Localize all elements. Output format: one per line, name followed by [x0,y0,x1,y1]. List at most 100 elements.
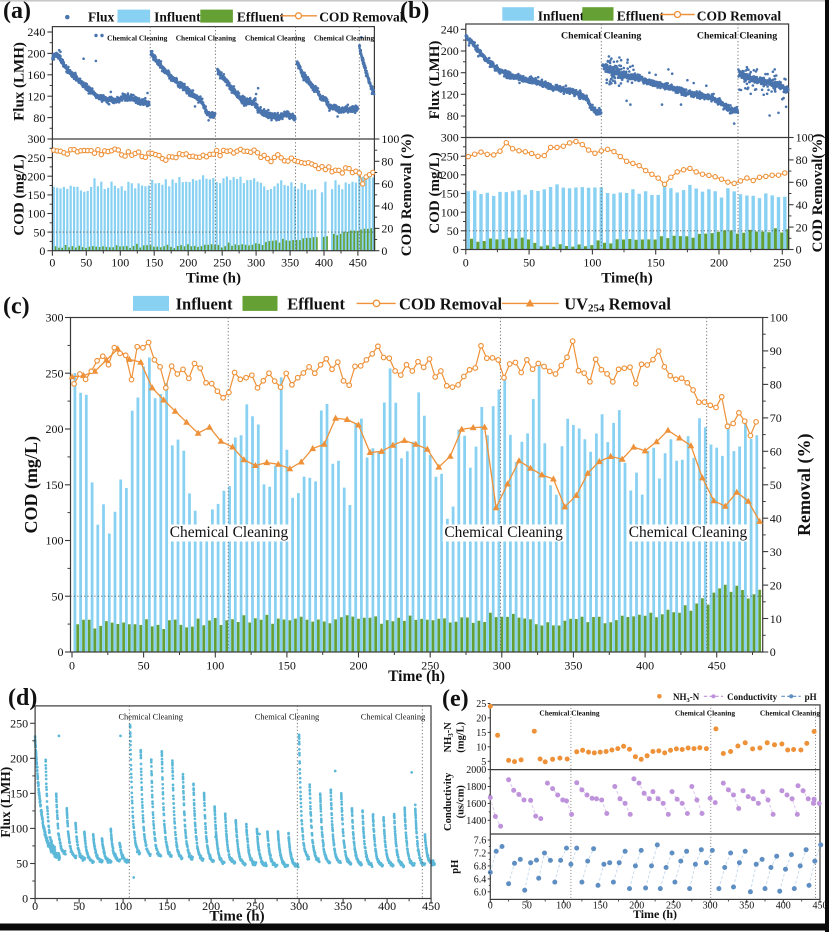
svg-text:Chemical Cleaning: Chemical Cleaning [118,713,183,722]
svg-text:7.6: 7.6 [474,836,487,847]
svg-text:100: 100 [770,311,788,325]
svg-text:350: 350 [739,900,754,911]
svg-text:300: 300 [290,899,308,913]
svg-text:100: 100 [111,256,129,270]
svg-text:50: 50 [522,900,532,911]
svg-text:Chemical Cleaning: Chemical Cleaning [107,34,167,43]
svg-text:250: 250 [27,151,45,165]
svg-text:250: 250 [10,717,28,731]
svg-text:150: 150 [145,256,163,270]
svg-text:pH: pH [450,860,461,874]
svg-text:100: 100 [27,207,45,221]
svg-text:0: 0 [488,900,493,911]
svg-text:250: 250 [421,659,439,673]
svg-text:200: 200 [46,422,64,436]
svg-text:COD Removal: COD Removal [319,10,404,25]
svg-text:200: 200 [202,899,220,913]
svg-text:250: 250 [441,149,459,163]
svg-text:Chemical Cleaning: Chemical Cleaning [245,34,305,43]
svg-text:80: 80 [447,109,459,123]
svg-text:Chemical Cleaning: Chemical Cleaning [361,713,426,722]
svg-text:6.8: 6.8 [474,861,487,872]
svg-text:Time (h): Time (h) [633,907,677,921]
svg-text:Time(h): Time(h) [601,271,652,287]
svg-text:25: 25 [476,699,486,710]
svg-text:10: 10 [770,612,782,626]
svg-text:40: 40 [770,511,782,525]
svg-text:COD (mg/L): COD (mg/L) [21,436,42,534]
svg-text:400: 400 [776,900,791,911]
svg-text:350: 350 [564,659,582,673]
svg-text:0: 0 [32,899,38,913]
svg-text:UV254 Removal: UV254 Removal [564,295,671,315]
svg-text:40: 40 [796,198,808,212]
svg-text:Flux (LMH): Flux (LMH) [427,41,443,120]
svg-text:50: 50 [16,857,28,871]
svg-text:Effluent: Effluent [237,10,285,25]
svg-text:100: 100 [381,132,399,146]
svg-text:60: 60 [381,177,393,191]
svg-text:1800: 1800 [466,782,486,793]
svg-text:Chemical Cleaning: Chemical Cleaning [444,524,563,541]
svg-text:150: 150 [27,188,45,202]
svg-text:Influent: Influent [176,295,233,314]
svg-text:Flux (LMH): Flux (LMH) [0,767,13,838]
svg-text:60: 60 [796,176,808,190]
svg-text:0: 0 [453,243,459,257]
svg-text:6.0: 6.0 [474,887,487,898]
svg-text:Chemical Cleaning: Chemical Cleaning [314,34,374,43]
svg-text:400: 400 [636,659,654,673]
svg-text:200: 200 [10,752,28,766]
svg-text:(b): (b) [400,0,429,24]
svg-text:150: 150 [441,187,459,201]
svg-text:Chemical Cleaning: Chemical Cleaning [697,31,777,42]
svg-text:250: 250 [46,366,64,380]
svg-text:120: 120 [27,89,45,103]
svg-text:COD (mg/L): COD (mg/L) [427,152,443,233]
svg-text:240: 240 [27,25,45,39]
svg-text:70: 70 [770,411,782,425]
svg-text:Removal (%): Removal (%) [794,434,815,536]
svg-text:300: 300 [703,900,718,911]
svg-text:100: 100 [10,822,28,836]
svg-text:80: 80 [381,155,393,169]
svg-text:60: 60 [770,445,782,459]
svg-text:15: 15 [476,728,486,739]
svg-text:150: 150 [10,787,28,801]
svg-text:250: 250 [666,900,681,911]
svg-text:10: 10 [476,742,486,753]
svg-text:400: 400 [315,256,333,270]
svg-text:20: 20 [381,222,393,236]
svg-text:(us/cm): (us/cm) [456,785,467,819]
svg-text:80: 80 [770,378,782,392]
svg-text:2000: 2000 [466,765,486,776]
svg-text:200: 200 [710,256,728,270]
svg-text:7.2: 7.2 [474,849,487,860]
svg-text:200: 200 [27,47,45,61]
svg-text:0: 0 [58,645,64,659]
svg-text:1600: 1600 [466,799,486,810]
svg-text:450: 450 [708,659,726,673]
svg-text:20: 20 [796,220,808,234]
svg-text:Chemical Cleaning: Chemical Cleaning [539,708,599,717]
svg-text:(d): (d) [8,685,37,711]
svg-text:Influent: Influent [538,9,585,24]
svg-text:(c): (c) [3,294,30,320]
svg-text:150: 150 [647,256,665,270]
svg-text:450: 450 [349,256,367,270]
svg-text:50: 50 [33,225,45,239]
svg-text:Effluent: Effluent [617,9,665,24]
svg-text:pH: pH [805,692,817,702]
svg-text:160: 160 [441,66,459,80]
svg-text:240: 240 [441,23,459,37]
svg-text:COD Removal(%): COD Removal(%) [810,134,826,253]
svg-text:COD Removal (%): COD Removal (%) [399,134,415,256]
svg-text:200: 200 [441,168,459,182]
svg-text:90: 90 [770,344,782,358]
svg-text:Chemical Cleaning: Chemical Cleaning [170,524,289,541]
svg-text:200: 200 [629,900,644,911]
svg-text:80: 80 [33,111,45,125]
svg-text:50: 50 [138,659,150,673]
svg-text:Conductivity: Conductivity [443,772,454,831]
svg-text:50: 50 [770,478,782,492]
